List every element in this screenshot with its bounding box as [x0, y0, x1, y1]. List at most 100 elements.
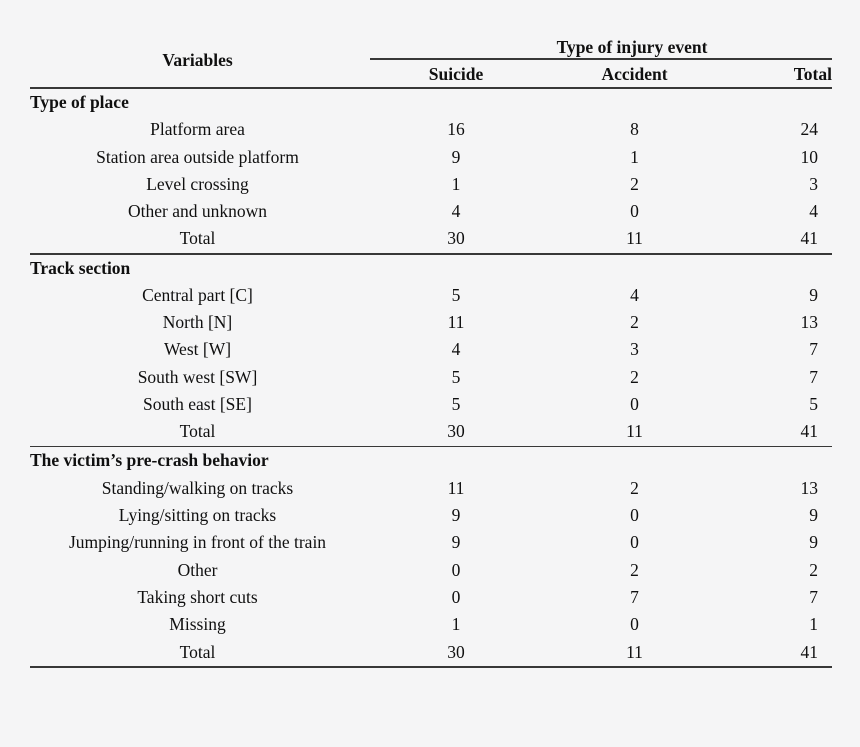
- column-header-suicide: Suicide: [428, 64, 484, 84]
- cell-suicide: 5: [451, 284, 461, 305]
- table-row: Station area outside platform 9 1 10: [30, 144, 832, 171]
- cell-total: 10: [800, 146, 819, 167]
- table-row: Jumping/running in front of the train 9 0 9: [30, 529, 832, 556]
- cell-accident: 0: [630, 532, 639, 553]
- section-divider-rule: [30, 445, 832, 448]
- cell-total: 9: [809, 505, 818, 526]
- cell-suicide: 30: [447, 641, 465, 662]
- cell-suicide: 4: [451, 339, 461, 360]
- row-label: South west [SW]: [137, 366, 258, 387]
- row-label: Level crossing: [146, 173, 249, 194]
- row-label: Standing/walking on tracks: [101, 477, 294, 498]
- table-row: North [N] 11 2 13: [30, 309, 832, 336]
- cell-accident: 1: [630, 146, 639, 167]
- cell-accident: 3: [630, 339, 639, 360]
- table-row: Other 0 2 2: [30, 557, 832, 584]
- row-label: Platform area: [150, 119, 245, 140]
- row-label: Taking short cuts: [137, 586, 258, 607]
- table-row: Taking short cuts 0 7 7: [30, 584, 832, 611]
- row-label: Total: [179, 421, 216, 442]
- cell-total: 1: [809, 614, 818, 635]
- cell-accident: 4: [630, 284, 639, 305]
- cell-total: 7: [809, 366, 818, 387]
- column-header-accident: Accident: [601, 64, 668, 84]
- cell-total: 9: [809, 284, 818, 305]
- cell-total: 4: [809, 201, 818, 222]
- cell-suicide: 0: [451, 586, 461, 607]
- cell-suicide: 9: [451, 532, 461, 553]
- cell-suicide: 11: [447, 312, 465, 333]
- variables-column-header: Variables: [162, 50, 233, 70]
- table-row: Total 30 11 41: [30, 418, 832, 445]
- table-header: Variables Type of injury event Suicide A…: [30, 36, 832, 89]
- cell-suicide: 16: [447, 119, 465, 140]
- cell-suicide: 9: [451, 146, 461, 167]
- row-label: Central part [C]: [142, 284, 253, 305]
- cell-total: 7: [809, 339, 818, 360]
- cell-accident: 11: [626, 641, 643, 662]
- row-label: Other: [177, 559, 218, 580]
- cell-total: 13: [800, 477, 819, 498]
- row-label: Missing: [169, 614, 226, 635]
- section-title: The victim’s pre-crash behavior: [30, 450, 269, 471]
- table-row: West [W] 4 3 7: [30, 336, 832, 363]
- row-label: Lying/sitting on tracks: [118, 505, 277, 526]
- section-title: Track section: [30, 257, 131, 278]
- cell-suicide: 0: [451, 559, 461, 580]
- cell-total: 41: [800, 421, 819, 442]
- cell-suicide: 11: [447, 477, 465, 498]
- cell-total: 24: [800, 119, 819, 140]
- cell-total: 3: [809, 173, 818, 194]
- injury-event-table: Variables Type of injury event Suicide A…: [30, 36, 832, 668]
- row-label: South east [SE]: [143, 394, 252, 415]
- cell-suicide: 30: [447, 421, 465, 442]
- table-row: Standing/walking on tracks 11 2 13: [30, 475, 832, 502]
- table-row: South east [SE] 5 0 5: [30, 391, 832, 418]
- cell-accident: 11: [626, 228, 643, 249]
- table-row: South west [SW] 5 2 7: [30, 364, 832, 391]
- column-header-total: Total: [793, 64, 832, 84]
- section-divider-rule: [30, 252, 832, 255]
- cell-total: 5: [809, 394, 818, 415]
- cell-accident: 2: [630, 366, 639, 387]
- table-row: Platform area 16 8 24: [30, 116, 832, 143]
- table-row: Central part [C] 5 4 9: [30, 282, 832, 309]
- cell-total: 2: [809, 559, 818, 580]
- section-title: Type of place: [30, 92, 129, 112]
- cell-suicide: 5: [451, 366, 461, 387]
- row-label: Total: [179, 228, 216, 249]
- cell-accident: 0: [630, 505, 639, 526]
- row-label: North [N]: [162, 312, 233, 333]
- row-label: Other and unknown: [127, 201, 267, 222]
- row-label: Jumping/running in front of the train: [68, 532, 327, 553]
- cell-total: 7: [809, 586, 818, 607]
- table-row: Level crossing 1 2 3: [30, 171, 832, 198]
- table-body: Type of place Platform area 16 8 24 Station a…: [30, 89, 832, 668]
- header-rule: [30, 86, 832, 89]
- spanner-underline: [370, 58, 832, 60]
- cell-accident: 0: [630, 201, 639, 222]
- cell-accident: 0: [630, 394, 639, 415]
- cell-suicide: 1: [451, 173, 461, 194]
- cell-accident: 11: [626, 421, 643, 442]
- row-label: Total: [179, 641, 216, 662]
- cell-accident: 8: [630, 119, 639, 140]
- row-label: Station area outside platform: [96, 146, 299, 167]
- table-row: Total 30 11 41: [30, 639, 832, 666]
- cell-accident: 7: [630, 586, 639, 607]
- spanner-header: Type of injury event: [556, 37, 708, 57]
- cell-total: 41: [800, 228, 819, 249]
- table-row: Lying/sitting on tracks 9 0 9: [30, 502, 832, 529]
- cell-accident: 2: [630, 173, 639, 194]
- cell-suicide: 5: [451, 394, 461, 415]
- cell-accident: 2: [630, 559, 639, 580]
- table-row: Other and unknown 4 0 4: [30, 198, 832, 225]
- cell-suicide: 4: [451, 201, 461, 222]
- cell-suicide: 30: [447, 228, 465, 249]
- cell-total: 9: [809, 532, 818, 553]
- table-row: Total 30 11 41: [30, 225, 832, 252]
- cell-accident: 2: [630, 312, 639, 333]
- section-divider-rule: [30, 665, 832, 668]
- row-label: West [W]: [163, 339, 232, 360]
